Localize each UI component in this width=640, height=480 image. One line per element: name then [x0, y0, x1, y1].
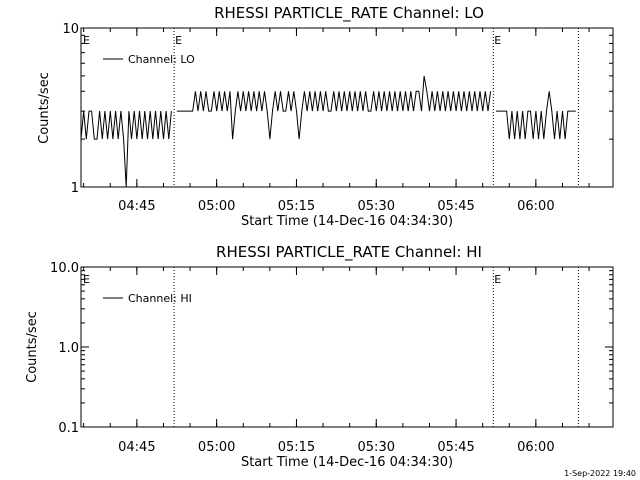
eclipse-label: E	[83, 34, 90, 47]
x-ticks: 04:45 05:00 05:15 05:30 05:45 06:00	[83, 28, 590, 214]
eclipse-label: E	[494, 273, 501, 286]
x-tick-label: 05:00	[198, 199, 235, 214]
y-tick-label: 10.0	[50, 261, 79, 276]
legend: Channel: HI	[103, 292, 192, 305]
eclipse-label: E	[175, 34, 182, 47]
series-lines	[80, 75, 576, 188]
eclipse-markers: EE	[83, 267, 579, 427]
y-tick-label: 1	[71, 181, 79, 196]
eclipse-label: E	[83, 273, 90, 286]
eclipse-label: E	[494, 34, 501, 47]
x-tick-label: 05:00	[198, 440, 235, 455]
footer-date: 1-Sep-2022 19:40	[564, 469, 636, 478]
legend: Channel: LO	[103, 53, 195, 66]
series-line	[80, 110, 172, 188]
chart-title: RHESSI PARTICLE_RATE Channel: LO	[214, 4, 484, 23]
y-ticks: 0.1 1.0 10.0	[50, 261, 613, 436]
panel-lo: RHESSI PARTICLE_RATE Channel: LO Counts/…	[37, 4, 614, 229]
panel-hi: RHESSI PARTICLE_RATE Channel: HI Counts/…	[25, 243, 614, 470]
x-tick-label: 06:00	[517, 199, 554, 214]
y-axis-label: Counts/sec	[37, 72, 52, 144]
legend-entry: Channel: HI	[128, 292, 192, 305]
x-tick-label: 04:45	[118, 440, 155, 455]
x-tick-label: 05:30	[358, 199, 395, 214]
y-ticks: 1 10	[62, 22, 613, 196]
x-tick-label: 05:15	[278, 199, 315, 214]
x-tick-label: 06:00	[517, 440, 554, 455]
x-tick-label: 05:30	[358, 440, 395, 455]
y-tick-label: 1.0	[58, 341, 79, 356]
x-tick-label: 04:45	[118, 199, 155, 214]
x-tick-label: 05:45	[437, 199, 474, 214]
plot-frame	[80, 266, 614, 428]
x-tick-label: 05:15	[278, 440, 315, 455]
eclipse-markers: E EE	[83, 28, 579, 187]
y-tick-label: 10	[62, 22, 79, 37]
series-line	[496, 91, 576, 140]
plot-frame	[80, 27, 614, 188]
x-ticks: 04:45 05:00 05:15 05:30 05:45 06:00	[83, 267, 590, 455]
x-axis-label: Start Time (14-Dec-16 04:34:30)	[241, 455, 453, 470]
chart-title: RHESSI PARTICLE_RATE Channel: HI	[216, 243, 482, 262]
x-tick-label: 05:45	[437, 440, 474, 455]
y-tick-label: 0.1	[58, 421, 79, 436]
x-axis-label: Start Time (14-Dec-16 04:34:30)	[241, 214, 453, 229]
legend-entry: Channel: LO	[128, 53, 195, 66]
y-axis-label: Counts/sec	[25, 311, 40, 383]
series-line	[176, 75, 492, 140]
